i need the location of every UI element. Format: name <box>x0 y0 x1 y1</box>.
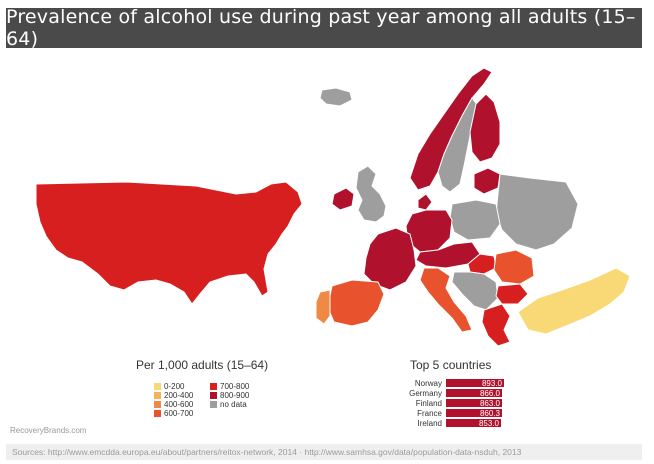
region-turkey <box>517 267 631 335</box>
top5-row: Germany 866.0 <box>378 388 538 398</box>
legend-title: Per 1,000 adults (15–64) <box>136 358 269 372</box>
legend-item: 800-900 <box>210 391 249 400</box>
sources-text: Sources: http://www.emcdda.europa.eu/abo… <box>12 447 522 457</box>
top5-bar: 853.0 <box>446 418 501 428</box>
top5-value: 863.0 <box>479 398 500 408</box>
region-denmark <box>417 193 433 211</box>
legend-item: 600-700 <box>154 409 193 418</box>
region-france <box>363 227 417 291</box>
legend-swatch <box>154 383 161 390</box>
top5-row: Finland 863.0 <box>378 398 538 408</box>
region-iceland <box>319 87 353 107</box>
top5-bar: 893.0 <box>446 378 504 388</box>
legend-label: 400-600 <box>164 400 194 409</box>
sources-bar: Sources: http://www.emcdda.europa.eu/abo… <box>6 444 642 460</box>
region-romania <box>493 249 535 285</box>
region-portugal <box>315 289 331 325</box>
map-area <box>6 54 642 350</box>
legend-item: 0-200 <box>154 382 193 391</box>
legend-swatch <box>210 392 217 399</box>
map-svg <box>35 67 631 347</box>
top5-country: France <box>417 408 442 418</box>
legend-label: no data <box>220 400 247 409</box>
top5-value: 860.3 <box>479 408 500 418</box>
legend-swatch <box>210 383 217 390</box>
legend-swatch <box>210 401 217 408</box>
top5-value: 893.0 <box>481 378 502 388</box>
legend-label: 600-700 <box>164 409 194 418</box>
region-ireland <box>331 187 355 211</box>
region-balkans <box>451 271 499 311</box>
top5-list: Norway 893.0 Germany 866.0 Finland 863.0 Fr… <box>378 378 538 428</box>
region-finland <box>469 93 501 163</box>
region-baltics <box>473 167 501 195</box>
top5-row: France 860.3 <box>378 408 538 418</box>
top5-bar: 863.0 <box>446 398 502 408</box>
top5-bar: 860.3 <box>446 408 502 418</box>
legend-item: 400-600 <box>154 400 193 409</box>
page-title: Prevalence of alcohol use during past ye… <box>6 6 636 50</box>
top5-country: Ireland <box>417 418 442 428</box>
legend-right-column: 700-800 800-900 no data <box>210 382 249 409</box>
legend-label: 0-200 <box>164 382 185 391</box>
credit-text: RecoveryBrands.com <box>10 426 87 435</box>
top5-value: 866.0 <box>479 388 500 398</box>
region-bulgaria <box>495 283 529 305</box>
legend-swatch <box>154 401 161 408</box>
legend-swatch <box>154 392 161 399</box>
legend-swatch <box>154 410 161 417</box>
top5-country: Germany <box>409 388 442 398</box>
region-italy <box>419 267 473 333</box>
legend-item: 200-400 <box>154 391 193 400</box>
top5-country: Norway <box>414 378 442 388</box>
region-spain <box>327 279 385 327</box>
region-belarus-ukraine <box>495 173 579 251</box>
region-usa <box>35 181 303 305</box>
region-greece <box>481 303 511 347</box>
top5-value: 853.0 <box>478 418 499 428</box>
top5-title: Top 5 countries <box>410 358 492 372</box>
top5-bar: 866.0 <box>446 388 502 398</box>
legend-item: no data <box>210 400 249 409</box>
top5-row: Ireland 853.0 <box>378 418 538 428</box>
legend-label: 800-900 <box>220 391 250 400</box>
legend-left-column: 0-200 200-400 400-600 600-700 <box>154 382 193 418</box>
legend-label: 200-400 <box>164 391 194 400</box>
title-bar: Prevalence of alcohol use during past ye… <box>6 6 642 50</box>
legend-label: 700-800 <box>220 382 250 391</box>
region-uk <box>355 165 387 223</box>
region-poland <box>449 199 501 241</box>
top5-row: Norway 893.0 <box>378 378 538 388</box>
legend-item: 700-800 <box>210 382 249 391</box>
top5-country: Finland <box>415 398 442 408</box>
